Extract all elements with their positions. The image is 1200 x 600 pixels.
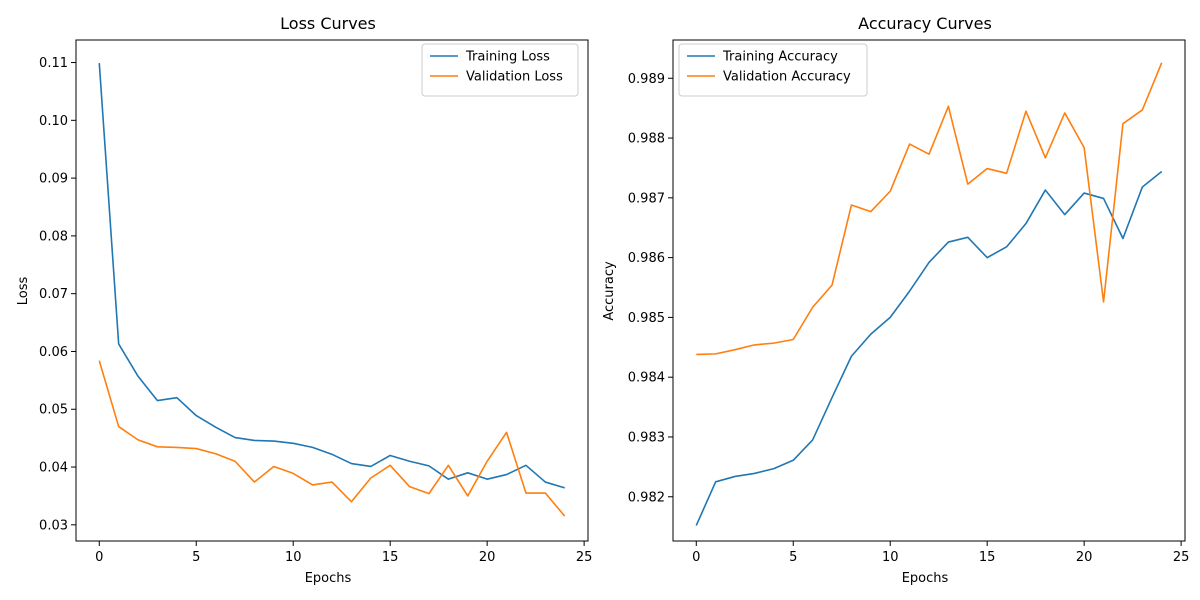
x-axis-title: Epochs [305, 571, 352, 586]
y-tick-label: 0.04 [39, 461, 68, 476]
series-line-training-loss [98, 63, 565, 489]
x-tick-label: 25 [576, 550, 593, 565]
legend: Training Accuracy Validation Accuracy [678, 43, 868, 97]
y-tick-label: 0.09 [39, 172, 68, 187]
loss-chart: Loss Curves 0 5 10 15 20 25 0.03 0.04 0.05 0.06 0.… [16, 14, 592, 586]
series-line-validation-loss [98, 360, 566, 517]
axes-frame [672, 39, 1186, 542]
y-tick-label: 0.985 [628, 311, 665, 326]
chart-title: Accuracy Curves [858, 14, 992, 33]
legend-label: Training Loss [465, 50, 550, 65]
series-line-validation-accuracy [696, 62, 1163, 356]
y-tick-label: 0.11 [39, 56, 68, 71]
x-tick-label: 10 [882, 550, 899, 565]
y-tick-label: 0.07 [39, 287, 68, 302]
legend-label: Validation Accuracy [723, 70, 851, 85]
plot-area: 0 5 10 15 20 25 0.03 0.04 0.05 0.06 0.07 0.08 0.09 0.… [39, 39, 593, 565]
y-axis-title: Accuracy [602, 261, 617, 321]
series-line-training-accuracy [695, 170, 1163, 526]
legend-box [421, 43, 579, 97]
y-tick-label: 0.05 [39, 403, 68, 418]
accuracy-chart: Accuracy Curves 0 5 10 15 20 25 0.982 0.983 0.98… [602, 14, 1189, 586]
x-tick-label: 0 [692, 550, 700, 565]
x-tick-label: 20 [1076, 550, 1093, 565]
x-axis-title: Epochs [902, 571, 949, 586]
x-tick-label: 25 [1173, 550, 1190, 565]
x-tick-label: 15 [382, 550, 399, 565]
y-tick-label: 0.982 [628, 490, 665, 505]
y-axis-title: Loss [16, 277, 31, 306]
y-tick-label: 0.988 [628, 132, 665, 147]
x-tick-label: 20 [479, 550, 496, 565]
chart-title: Loss Curves [280, 14, 376, 33]
plot-area: 0 5 10 15 20 25 0.982 0.983 0.984 0.985 0.986 0.987… [628, 39, 1190, 565]
x-tick-label: 0 [95, 550, 103, 565]
y-tick-label: 0.983 [628, 430, 665, 445]
x-tick-label: 5 [192, 550, 200, 565]
legend: Training Loss Validation Loss [421, 43, 579, 97]
axes-frame [75, 39, 589, 542]
y-tick-label: 0.986 [628, 251, 665, 266]
legend-label: Training Accuracy [722, 50, 838, 65]
x-tick-label: 5 [789, 550, 797, 565]
y-tick-label: 0.987 [628, 191, 665, 206]
y-tick-label: 0.984 [628, 371, 665, 386]
legend-box [678, 43, 868, 97]
y-tick-label: 0.08 [39, 229, 68, 244]
y-tick-label: 0.03 [39, 518, 68, 533]
y-tick-label: 0.06 [39, 345, 68, 360]
legend-label: Validation Loss [466, 70, 563, 85]
y-tick-label: 0.10 [39, 114, 68, 129]
y-tick-label: 0.989 [628, 72, 665, 87]
x-tick-label: 10 [285, 550, 302, 565]
x-tick-label: 15 [979, 550, 996, 565]
